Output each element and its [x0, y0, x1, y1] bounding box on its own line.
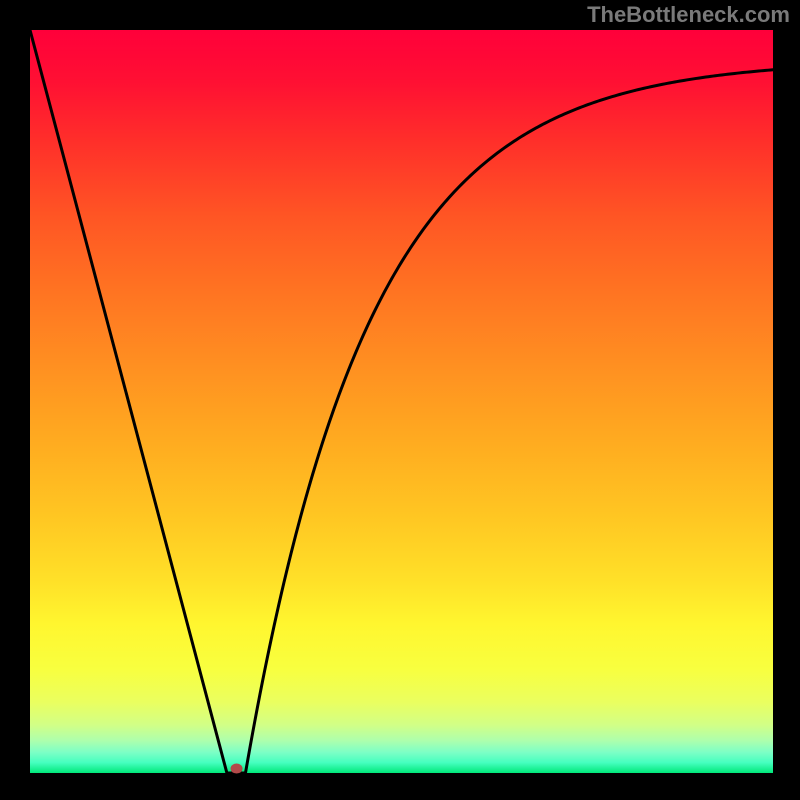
chart-svg — [0, 0, 800, 800]
plot-background — [30, 30, 773, 773]
watermark-text: TheBottleneck.com — [587, 2, 790, 28]
plot-area — [30, 30, 773, 774]
min-marker — [231, 764, 243, 774]
